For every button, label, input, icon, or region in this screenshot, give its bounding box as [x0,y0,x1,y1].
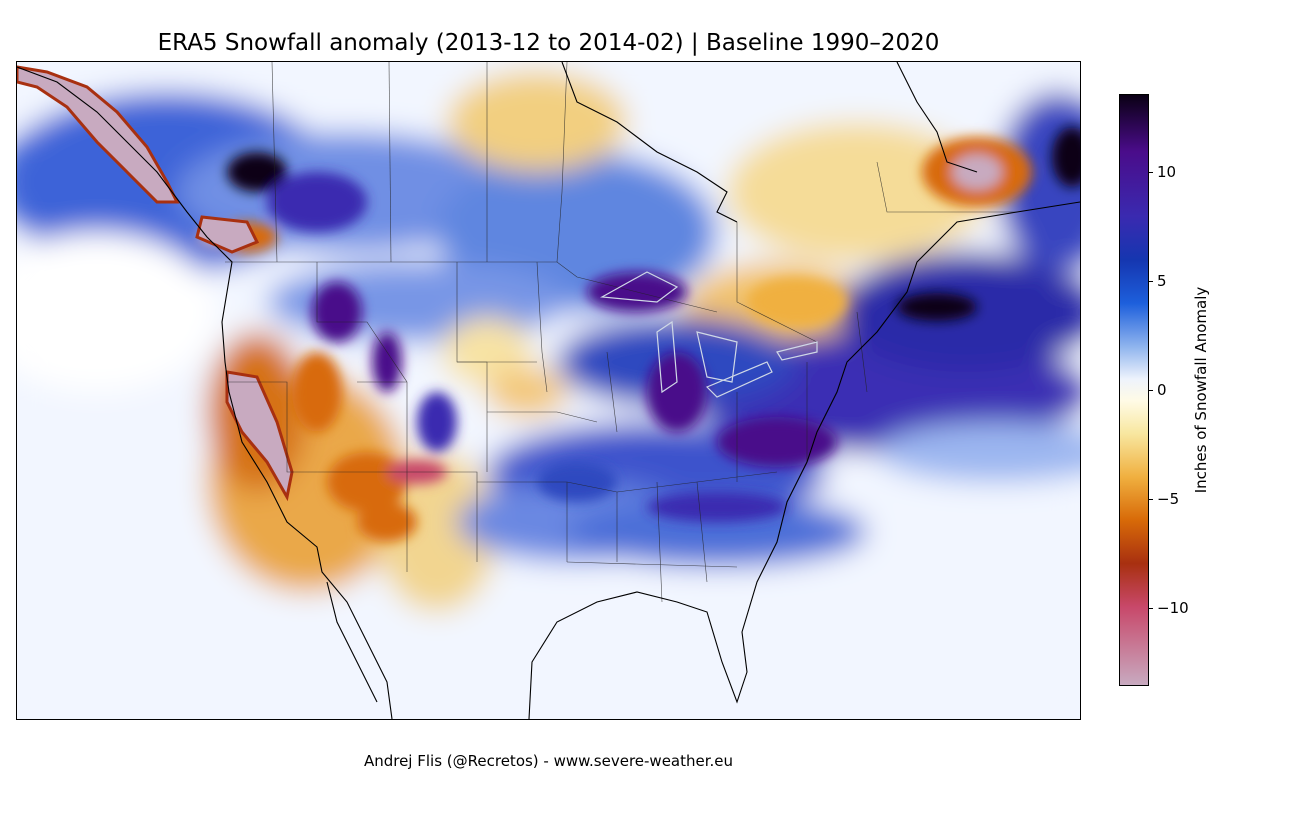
colorbar-tick-label: 5 [1157,272,1167,291]
anomaly-map [16,61,1081,720]
credit-line: Andrej Flis (@Recretos) - www.severe-wea… [363,752,734,770]
political-boundaries [225,62,1017,603]
anomaly-field [17,62,1080,719]
great-lakes [600,271,818,398]
colorbar-tick-label: −10 [1157,598,1189,617]
map-title: ERA5 Snowfall anomaly (2013-12 to 2014-0… [157,30,940,56]
coastlines [17,62,1080,719]
colorbar-label: Inches of Snowfall Anomaly [1192,286,1210,494]
sierra-deficit-area [225,370,294,502]
colorbar-tick-mark [1148,281,1153,283]
colorbar-tick-mark [1148,607,1153,609]
coastal-deficit-area [17,65,180,204]
colorbar-tick-label: 10 [1157,163,1177,182]
colorbar-tick-label: 0 [1157,381,1167,399]
anomaly-map-svg [17,62,1080,719]
colorbar [1119,94,1149,686]
colorbar-ticks: 10 5 0 −5 −10 [1148,94,1208,686]
colorbar-tick-label: −5 [1157,489,1180,508]
colorbar-tick-mark [1148,498,1153,500]
colorbar-tick-mark [1148,172,1153,174]
colorbar-tick-mark [1148,390,1153,391]
